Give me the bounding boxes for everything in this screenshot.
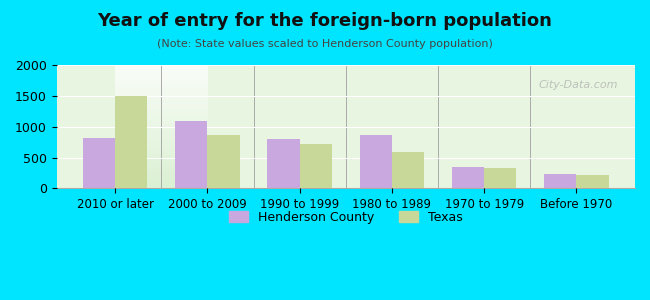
Text: (Note: State values scaled to Henderson County population): (Note: State values scaled to Henderson …: [157, 39, 493, 49]
Bar: [267, 139, 300, 188]
Bar: [544, 174, 577, 188]
Bar: [175, 121, 207, 188]
Bar: [452, 167, 484, 188]
Bar: [484, 168, 517, 188]
Text: Year of entry for the foreign-born population: Year of entry for the foreign-born popul…: [98, 12, 552, 30]
Bar: [577, 175, 608, 188]
Bar: [359, 135, 392, 188]
Text: City-Data.com: City-Data.com: [538, 80, 617, 90]
Bar: [392, 152, 424, 188]
Legend: Henderson County, Texas: Henderson County, Texas: [224, 206, 467, 229]
Bar: [115, 96, 148, 188]
Bar: [83, 137, 115, 188]
Bar: [300, 144, 332, 188]
Bar: [207, 135, 240, 188]
